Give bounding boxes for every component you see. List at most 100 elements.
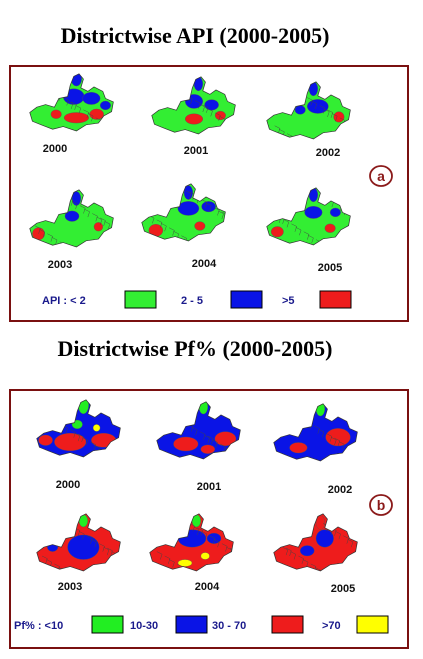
map-outline: [151, 76, 236, 135]
district-map: [273, 513, 358, 572]
map-region: [91, 433, 117, 448]
map-region: [308, 187, 318, 203]
map-region: [191, 514, 201, 528]
panel-letter-circle: [369, 165, 393, 187]
legend-label: 30 - 70: [212, 620, 246, 632]
map-region: [38, 434, 53, 446]
map-region: [82, 92, 101, 105]
district-map: [156, 401, 241, 460]
district-map: [29, 189, 114, 248]
legend-swatch: [91, 615, 124, 634]
legend-swatch: [175, 615, 208, 634]
map-outline: [273, 403, 358, 462]
map-outline: [266, 81, 351, 140]
map-region: [50, 109, 62, 119]
legend-label: 10-30: [130, 620, 158, 632]
map-region: [206, 532, 222, 544]
map-outline: [36, 399, 121, 458]
map-outline: [36, 513, 121, 572]
map-region: [47, 542, 59, 552]
legend-label: Pf% : <10: [14, 620, 63, 632]
map-region: [71, 419, 83, 429]
legend-swatch: [124, 290, 157, 309]
map-region: [308, 81, 318, 97]
map-region: [92, 424, 101, 432]
map-region: [325, 428, 351, 447]
district-map: [36, 513, 121, 572]
panel-title: Districtwise API (2000-2005): [61, 23, 330, 48]
map-region: [64, 210, 80, 222]
year-label: 2004: [195, 581, 220, 593]
panel-letter: b: [377, 497, 386, 513]
map-region: [185, 113, 203, 125]
map-region: [200, 444, 216, 454]
map-region: [67, 534, 100, 560]
map-region: [194, 221, 206, 231]
map-region: [177, 201, 200, 216]
map-region: [333, 111, 345, 123]
year-label: 2002: [316, 147, 340, 159]
legend-swatch: [356, 615, 389, 634]
map-region: [204, 99, 219, 111]
map-region: [193, 76, 203, 92]
legend-label: 2 - 5: [181, 295, 203, 307]
map-region: [63, 112, 89, 124]
map-region: [289, 442, 308, 454]
year-label: 2005: [331, 583, 355, 595]
map-region: [307, 99, 329, 114]
district-map: [29, 73, 114, 132]
map-region: [99, 100, 111, 111]
year-label: 2000: [43, 143, 67, 155]
map-region: [214, 431, 237, 446]
map-region: [89, 108, 104, 120]
map-region: [54, 433, 87, 451]
map-region: [299, 545, 315, 557]
map-region: [93, 222, 103, 232]
district-map: [266, 187, 351, 246]
map-region: [315, 529, 334, 548]
map-outline: [29, 189, 114, 248]
year-label: 2003: [48, 259, 72, 271]
legend-swatch: [319, 290, 352, 309]
year-label: 2002: [328, 484, 352, 496]
map-outline: [149, 513, 234, 572]
legend-label: API : < 2: [42, 295, 86, 307]
map-region: [177, 559, 193, 567]
legend-swatch: [230, 290, 263, 309]
panel-letter: a: [377, 168, 385, 184]
year-label: 2004: [192, 258, 217, 270]
year-label: 2003: [58, 581, 82, 593]
legend-label: >5: [282, 295, 295, 307]
map-region: [329, 207, 341, 217]
map-outline: [29, 73, 114, 132]
panel-letter-circle: [369, 494, 393, 516]
panel-frame: [9, 65, 409, 322]
legend-label: >70: [322, 620, 341, 632]
map-region: [183, 185, 193, 200]
district-map: [141, 183, 226, 242]
map-outline: [156, 401, 241, 460]
panel-frame: [9, 389, 409, 649]
district-map: [273, 403, 358, 462]
panel-title: Districtwise Pf% (2000-2005): [58, 336, 333, 361]
district-map: [151, 76, 236, 135]
map-region: [200, 552, 210, 560]
map-region: [173, 436, 199, 452]
year-label: 2005: [318, 262, 342, 274]
district-map: [36, 399, 121, 458]
map-outline: [266, 187, 351, 246]
map-region: [324, 223, 336, 233]
year-label: 2000: [56, 479, 80, 491]
legend-swatch: [271, 615, 304, 634]
map-region: [270, 226, 284, 238]
map-region: [294, 105, 306, 115]
map-region: [315, 515, 325, 530]
map-region: [201, 201, 216, 213]
year-label: 2001: [197, 481, 221, 493]
map-region: [185, 94, 203, 109]
district-map: [149, 513, 234, 572]
map-region: [78, 514, 88, 528]
year-label: 2001: [184, 145, 208, 157]
map-outline: [141, 183, 226, 242]
